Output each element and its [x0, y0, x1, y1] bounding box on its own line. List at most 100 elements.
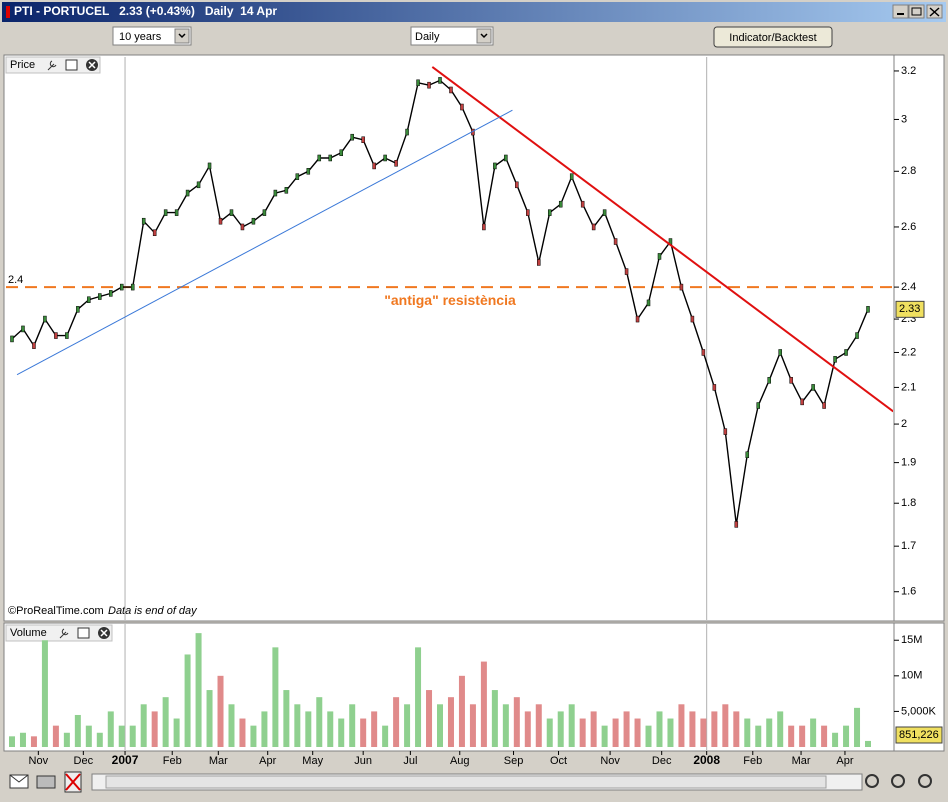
volume-bar: [513, 697, 520, 747]
maximize-button[interactable]: [908, 4, 925, 19]
price-bar: [196, 181, 201, 189]
volume-bar: [447, 697, 454, 747]
price-bar: [76, 306, 80, 313]
price-bar: [273, 189, 278, 197]
print-icon[interactable]: [36, 775, 56, 789]
last-price-box: [895, 300, 925, 318]
volume-bar: [195, 633, 202, 747]
price-bar: [855, 332, 859, 339]
x-tick-label: Jul: [403, 755, 417, 767]
volume-bar: [546, 718, 553, 747]
trend-line: [431, 66, 893, 413]
price-bar: [372, 162, 376, 170]
trend-line: [16, 109, 513, 376]
volume-bar: [382, 725, 389, 747]
price-bar: [98, 293, 102, 300]
volume-bar: [41, 640, 48, 747]
volume-bar: [557, 711, 564, 747]
x-tick-label: Nov: [600, 755, 620, 767]
volume-bar: [9, 736, 15, 747]
resistance-level-label: 2.4: [8, 274, 23, 286]
price-bar: [482, 223, 486, 231]
volume-bar: [678, 704, 685, 747]
price-bar: [229, 209, 234, 216]
volume-bar: [579, 718, 586, 747]
price-bar: [185, 189, 190, 197]
indicator-button[interactable]: [713, 26, 833, 48]
price-bar: [734, 521, 739, 528]
volume-bar: [458, 675, 465, 747]
minimize-button[interactable]: [892, 4, 909, 19]
settings-icon[interactable]: [47, 60, 57, 71]
price-bar: [745, 451, 750, 458]
period-select[interactable]: [112, 26, 192, 46]
y-tick-label: 2.2: [901, 346, 916, 358]
y-tick-label: 2.8: [901, 165, 916, 177]
price-bar: [537, 259, 541, 266]
volume-bar: [524, 711, 531, 747]
volume-bar: [711, 711, 718, 747]
volume-bar: [491, 690, 498, 747]
window-title: PTI - PORTUCEL 2.33 (+0.43%) Daily 14 Ap…: [14, 4, 277, 18]
volume-bar: [437, 704, 443, 747]
volume-bar: [612, 718, 619, 747]
x-tick-label: Aug: [450, 755, 470, 767]
volume-bar: [755, 725, 762, 747]
volume-bar: [74, 714, 81, 747]
price-bar: [10, 335, 14, 343]
volume-bar: [601, 725, 608, 747]
price-bar: [339, 149, 343, 156]
volume-bar: [843, 725, 850, 747]
price-bar: [701, 349, 706, 356]
volume-bar: [129, 725, 136, 747]
price-bar: [207, 162, 212, 170]
bottom-toolbar: [9, 771, 932, 793]
price-bar: [844, 349, 848, 356]
window-icon[interactable]: [77, 627, 90, 639]
volume-bar: [360, 718, 367, 747]
footer-note: Data is end of day: [108, 605, 198, 617]
volume-bar: [480, 661, 487, 747]
scroll-thumb[interactable]: [105, 775, 827, 789]
volume-bar: [184, 654, 191, 747]
y-tick-label: 1.9: [901, 457, 916, 469]
price-bar: [295, 173, 300, 180]
price-bar: [558, 200, 563, 208]
y-tick-label: 2.1: [901, 381, 916, 393]
volume-bar: [393, 697, 400, 747]
price-bar: [251, 217, 256, 225]
x-tick-label: Mar: [209, 755, 228, 767]
volume-bar: [634, 718, 641, 747]
volume-bar: [85, 725, 92, 747]
price-bar: [789, 377, 793, 384]
volume-bar: [689, 711, 696, 747]
volume-bar: [250, 725, 257, 747]
volume-bar: [821, 725, 828, 747]
price-panel-label: Price: [10, 59, 35, 71]
zoom-out-icon[interactable]: [891, 774, 905, 788]
price-bar: [130, 283, 135, 291]
volume-bar: [810, 718, 817, 747]
window-icon[interactable]: [65, 59, 78, 71]
price-bar: [43, 315, 47, 323]
volume-bar: [744, 718, 751, 747]
price-bar: [547, 209, 552, 216]
zoom-auto-icon[interactable]: [865, 774, 879, 788]
price-bar: [65, 332, 69, 339]
x-tick-label: 2008: [693, 753, 720, 767]
price-panel-header: Price: [5, 56, 101, 74]
zoom-in-icon[interactable]: [918, 774, 932, 788]
volume-bar: [228, 704, 235, 747]
price-bar: [822, 402, 826, 409]
price-bar: [800, 398, 804, 406]
price-panel: [3, 54, 945, 622]
volume-bar: [623, 711, 630, 747]
price-bar: [690, 315, 695, 323]
indicator-button-label: Indicator/Backtest: [729, 32, 816, 44]
price-bar: [141, 217, 146, 225]
volume-bar: [404, 704, 411, 747]
interval-select[interactable]: [410, 26, 494, 46]
settings-icon[interactable]: [59, 628, 69, 639]
volume-bar: [19, 732, 26, 747]
